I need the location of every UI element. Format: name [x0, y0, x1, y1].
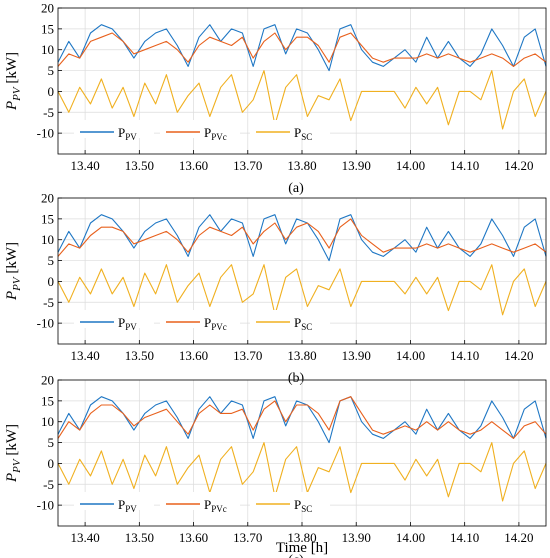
legend-background [160, 310, 240, 328]
chart-panel: -10 -5 0 5 10 15 20 13.40 13.50 13.60 13.70 13.80 13… [4, 191, 547, 386]
x-tick-label: 13.50 [125, 530, 154, 545]
legend-label: PSC [294, 125, 312, 142]
x-tick-label: 14.10 [450, 348, 479, 363]
y-tick-label: 20 [41, 373, 54, 388]
panel-label: (b) [288, 371, 305, 386]
y-tick-label: 5 [48, 253, 55, 268]
y-tick-label: 15 [41, 211, 54, 226]
y-tick-label: 5 [48, 435, 55, 450]
x-tick-label: 13.50 [125, 348, 154, 363]
series-line-p-pv [57, 24, 547, 72]
x-tick-label: 13.50 [125, 158, 154, 173]
x-tick-label: 13.60 [179, 530, 208, 545]
legend-background [74, 310, 154, 328]
y-tick-label: 20 [41, 191, 54, 206]
x-tick-label: 13.90 [342, 158, 371, 173]
y-tick-label: -10 [37, 126, 54, 141]
x-tick-label: 14.10 [450, 530, 479, 545]
legend-background [74, 492, 154, 510]
legend-label: PPV [118, 315, 137, 332]
chart-panel: -10 -5 0 5 10 15 20 13.40 13.50 13.60 13.70 13.80 13… [4, 373, 547, 558]
y-tick-label: 0 [48, 84, 55, 99]
legend-background [250, 492, 330, 510]
legend-label: PSC [294, 497, 312, 514]
x-tick-label: 13.90 [342, 530, 371, 545]
x-tick-label: 13.60 [179, 158, 208, 173]
x-tick-label: 13.70 [233, 530, 262, 545]
x-tick-label: 13.80 [287, 158, 316, 173]
series-line-p-pvc [57, 32, 547, 67]
series-line-p-pvc [57, 218, 547, 257]
panel-label: (a) [288, 181, 304, 196]
x-tick-label: 13.60 [179, 348, 208, 363]
y-tick-label: 10 [41, 414, 54, 429]
y-tick-label: 10 [41, 232, 54, 247]
y-tick-label: -5 [43, 295, 54, 310]
x-tick-label: 14.20 [504, 530, 533, 545]
y-tick-label: -5 [43, 105, 54, 120]
x-tick-label: 13.80 [287, 530, 316, 545]
x-axis-label: Time [h] [276, 540, 328, 556]
legend-label: PPVc [204, 125, 227, 142]
y-axis-label: PPV [kW] [4, 242, 23, 301]
legend-label: PPV [118, 125, 137, 142]
legend-background [160, 492, 240, 510]
x-tick-label: 14.20 [504, 158, 533, 173]
legend-label: PPVc [204, 497, 227, 514]
x-tick-label: 13.40 [70, 348, 99, 363]
y-tick-label: -10 [37, 316, 54, 331]
x-tick-label: 13.40 [70, 158, 99, 173]
panel-label: (c) [288, 553, 304, 558]
x-tick-label: 13.70 [233, 158, 262, 173]
legend-label: PPVc [204, 315, 227, 332]
series-line-p-sc [57, 264, 547, 316]
series-line-p-pv [57, 214, 547, 262]
legend-label: PSC [294, 315, 312, 332]
series-line-p-pvc [57, 396, 547, 439]
x-tick-label: 14.00 [396, 348, 425, 363]
y-tick-label: 5 [48, 63, 55, 78]
y-tick-label: 0 [48, 456, 55, 471]
chart-panel: -10 -5 0 5 10 15 20 13.40 13.50 13.60 13.70 13.80 13… [4, 1, 547, 196]
legend-background [74, 120, 154, 138]
legend-background [250, 120, 330, 138]
x-tick-label: 14.20 [504, 348, 533, 363]
legend-background [250, 310, 330, 328]
y-axis-label: PPV [kW] [4, 424, 23, 483]
y-tick-label: -10 [37, 498, 54, 513]
series-line-p-sc [57, 70, 547, 130]
x-tick-label: 13.40 [70, 530, 99, 545]
y-tick-label: -5 [43, 477, 54, 492]
series-line-p-sc [57, 442, 547, 502]
y-axis-label: PPV [kW] [4, 52, 23, 111]
legend-background [160, 120, 240, 138]
y-tick-label: 20 [41, 1, 54, 16]
x-tick-label: 13.90 [342, 348, 371, 363]
y-tick-label: 0 [48, 274, 55, 289]
x-tick-label: 14.10 [450, 158, 479, 173]
x-tick-label: 13.70 [233, 348, 262, 363]
legend-label: PPV [118, 497, 137, 514]
y-tick-label: 10 [41, 42, 54, 57]
y-tick-label: 15 [41, 21, 54, 36]
x-tick-label: 13.80 [287, 348, 316, 363]
y-tick-label: 15 [41, 393, 54, 408]
x-tick-label: 14.00 [396, 530, 425, 545]
x-tick-label: 14.00 [396, 158, 425, 173]
